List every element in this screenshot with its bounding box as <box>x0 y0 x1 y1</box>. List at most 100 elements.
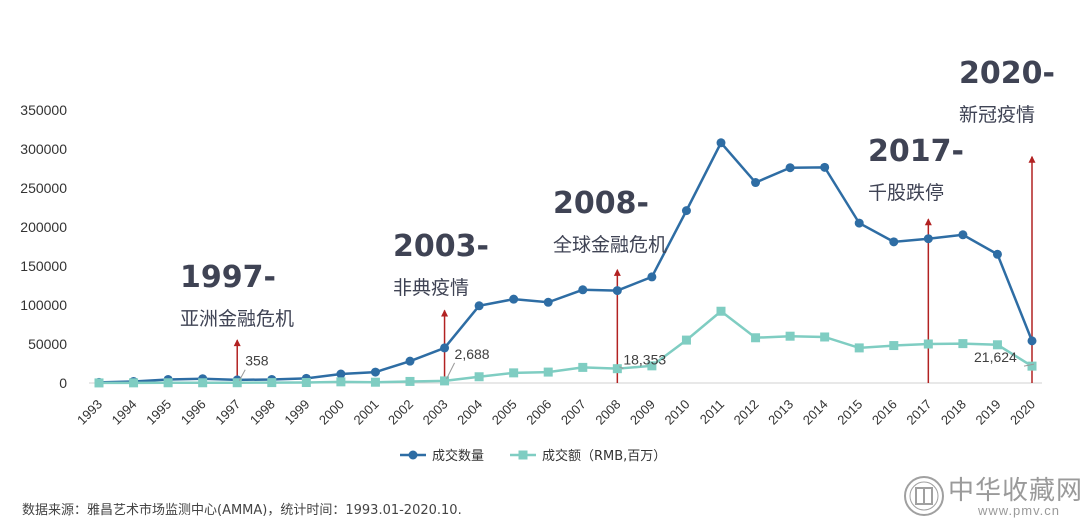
x-tick-label: 2013 <box>765 397 796 428</box>
data-point-value <box>336 377 346 387</box>
watermark-url: www.pmv.cn <box>978 503 1060 518</box>
x-tick-label: 1994 <box>109 397 140 428</box>
x-tick-label: 2019 <box>973 397 1004 428</box>
event-year: 2020- <box>959 56 1055 91</box>
x-tick-label: 2020 <box>1007 397 1038 428</box>
event-year: 1997- <box>180 260 276 295</box>
x-tick-label: 2007 <box>558 397 589 428</box>
data-point-value <box>716 306 726 316</box>
x-tick-label: 2002 <box>385 397 416 428</box>
data-point-value <box>129 378 139 388</box>
data-point-volume <box>370 367 380 377</box>
event-year: 2008- <box>553 186 649 221</box>
x-tick-label: 2012 <box>731 397 762 428</box>
x-tick-label: 2014 <box>800 397 831 428</box>
data-point-value <box>198 378 208 388</box>
data-label: 2,688 <box>455 346 490 362</box>
data-point-volume <box>992 249 1002 259</box>
legend-label: 成交数量 <box>432 448 484 464</box>
x-tick-label: 2009 <box>627 397 658 428</box>
data-point-volume <box>1027 336 1037 346</box>
data-point-value <box>370 377 380 387</box>
data-point-value <box>1027 361 1037 371</box>
x-tick-label: 2015 <box>834 397 865 428</box>
x-tick-label: 1997 <box>212 397 243 428</box>
event-arrowhead <box>924 218 932 226</box>
data-point-volume <box>440 343 450 353</box>
event-arrowhead <box>1028 155 1036 163</box>
data-label: 358 <box>245 353 269 369</box>
data-point-value <box>854 343 864 353</box>
event-label: 非典疫情 <box>393 277 469 299</box>
data-label: 21,624 <box>974 349 1017 365</box>
data-point-value <box>647 361 657 371</box>
watermark-seal-icon <box>904 476 944 516</box>
y-tick-label: 250000 <box>20 180 67 196</box>
data-point-value <box>958 339 968 349</box>
event-arrowhead <box>613 268 621 276</box>
data-labels: 358 2,688 18,353 21,624 <box>238 346 1035 381</box>
legend-label: 成交额（RMB,百万） <box>542 448 666 464</box>
x-tick-label: 1996 <box>178 397 209 428</box>
data-point-value <box>889 341 899 351</box>
x-tick-label: 1995 <box>143 397 174 428</box>
y-axis: 0 50000 100000 150000 200000 250000 300000 3500… <box>20 102 67 391</box>
data-point-volume <box>647 272 657 282</box>
y-tick-label: 0 <box>59 375 67 391</box>
event-label: 新冠疫情 <box>959 104 1035 126</box>
data-label-leader <box>1023 363 1035 367</box>
data-point-value <box>820 332 830 342</box>
data-point-value <box>543 367 553 377</box>
x-tick-label: 2011 <box>697 397 727 427</box>
legend-marker <box>518 450 528 460</box>
data-point-value <box>785 331 795 341</box>
x-axis: 1993 1994 1995 1996 1997 1998 1999 2000 2001 2002… <box>74 382 1042 428</box>
data-label: 18,353 <box>623 352 666 368</box>
line-chart: 0 50000 100000 150000 200000 250000 300000 3500… <box>20 56 1055 464</box>
data-point-value <box>405 376 415 386</box>
data-point-volume <box>336 369 346 379</box>
x-tick-label: 2016 <box>869 397 900 428</box>
legend: 成交数量 成交额（RMB,百万） <box>400 448 666 464</box>
y-tick-label: 200000 <box>20 219 67 235</box>
data-point-value <box>612 364 622 374</box>
y-tick-label: 50000 <box>28 336 67 352</box>
x-tick-label: 2004 <box>454 397 485 428</box>
data-point-value <box>578 362 588 372</box>
series-lines <box>94 138 1037 388</box>
x-tick-label: 2003 <box>420 397 451 428</box>
data-point-volume <box>958 230 968 240</box>
data-point-volume <box>820 162 830 172</box>
data-point-value <box>94 378 104 388</box>
x-tick-label: 2010 <box>662 397 693 428</box>
event-label: 千股跌停 <box>868 182 944 204</box>
watermark: 中华收藏网 www.pmv.cn <box>902 470 1080 522</box>
x-tick-label: 2005 <box>489 397 520 428</box>
y-tick-label: 350000 <box>20 102 67 118</box>
data-point-volume <box>474 301 484 311</box>
y-tick-label: 300000 <box>20 141 67 157</box>
event-year: 2003- <box>393 229 489 264</box>
data-point-value <box>681 335 691 345</box>
x-tick-label: 2017 <box>903 397 934 428</box>
data-point-volume <box>716 138 726 148</box>
data-point-volume <box>405 356 415 366</box>
x-tick-label: 1999 <box>281 397 312 428</box>
data-point-value <box>232 378 242 388</box>
x-tick-label: 1998 <box>247 397 278 428</box>
data-point-value <box>992 340 1002 350</box>
series-line-value <box>98 309 1033 385</box>
x-tick-label: 2018 <box>938 397 969 428</box>
data-point-volume <box>889 237 899 247</box>
event-arrowhead <box>233 339 241 347</box>
x-tick-label: 2008 <box>592 397 623 428</box>
data-point-volume <box>751 178 761 188</box>
data-point-value <box>163 378 173 388</box>
legend-marker <box>408 450 418 460</box>
data-point-value <box>440 376 450 386</box>
data-point-value <box>923 339 933 349</box>
event-label: 亚洲金融危机 <box>180 308 294 330</box>
data-label-leader <box>446 362 456 380</box>
series-line-volume <box>98 140 1034 384</box>
data-point-volume <box>543 297 553 307</box>
